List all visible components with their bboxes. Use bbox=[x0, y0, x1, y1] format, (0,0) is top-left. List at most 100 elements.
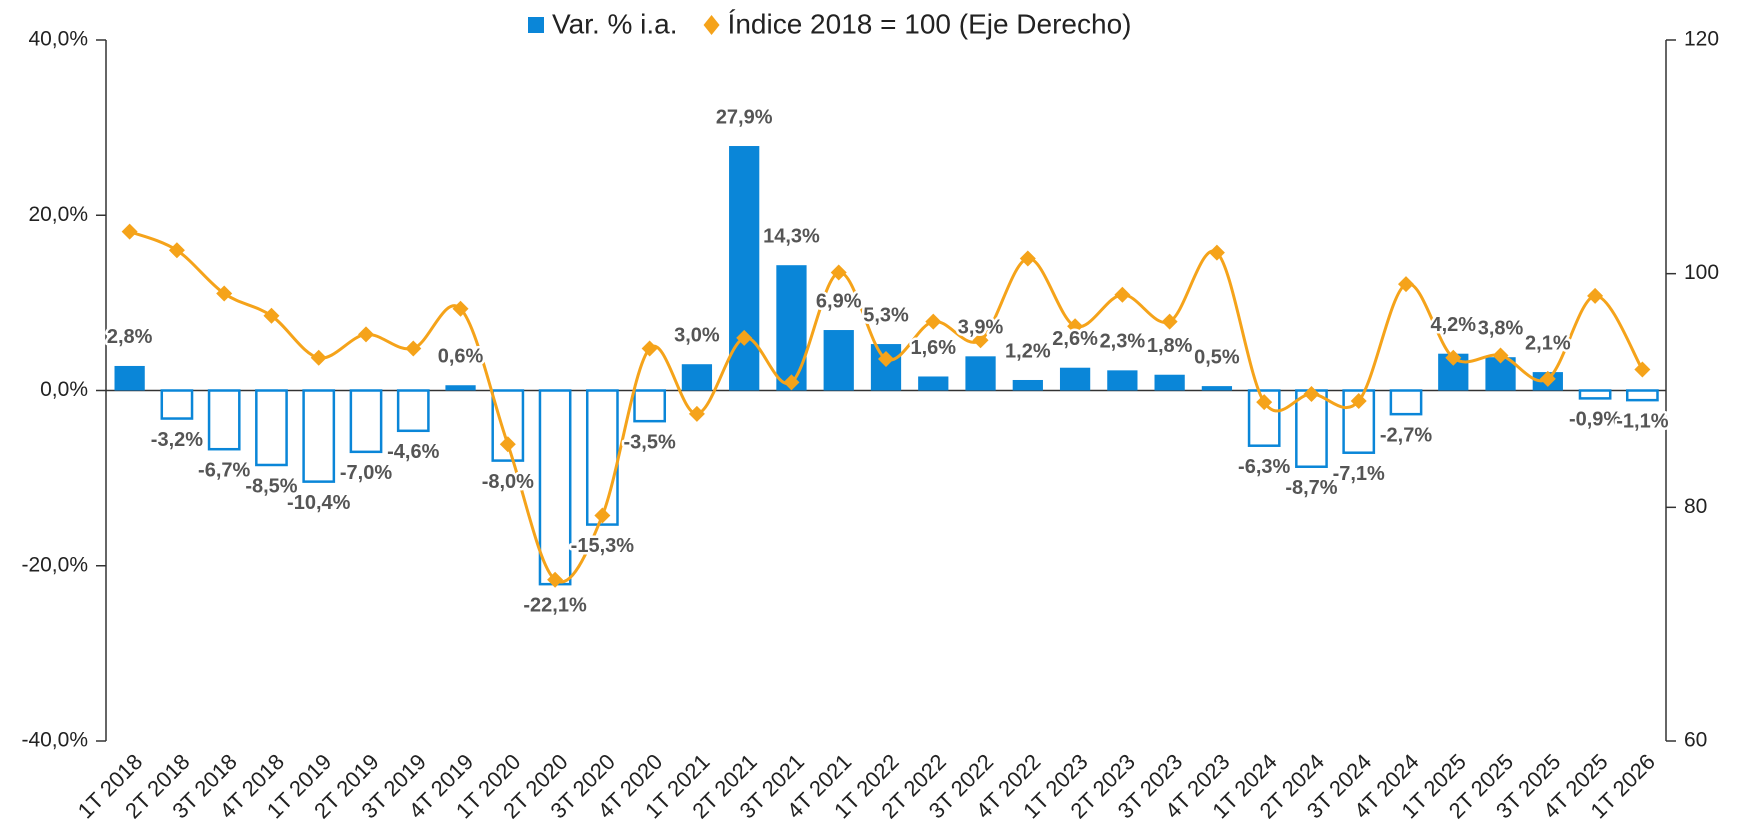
line-marker bbox=[405, 340, 422, 357]
y-tick-label: -20,0% bbox=[21, 553, 88, 576]
line-marker bbox=[1587, 287, 1604, 304]
bar bbox=[633, 389, 667, 423]
bar bbox=[823, 330, 854, 391]
line-marker bbox=[594, 507, 611, 524]
value-label: 3,8% bbox=[1478, 317, 1524, 339]
value-label: 1,8% bbox=[1147, 335, 1193, 357]
bar bbox=[1389, 389, 1423, 416]
bar bbox=[114, 365, 145, 391]
bar bbox=[1578, 389, 1612, 400]
value-label: 4,2% bbox=[1430, 314, 1476, 336]
bar bbox=[776, 265, 807, 391]
value-label: -10,4% bbox=[287, 492, 351, 514]
line-marker bbox=[310, 349, 327, 366]
bar bbox=[255, 389, 288, 467]
line-marker bbox=[830, 264, 847, 281]
value-label: -6,3% bbox=[1238, 456, 1290, 478]
value-label: 27,9% bbox=[716, 106, 773, 128]
bar bbox=[1295, 389, 1328, 468]
line-marker bbox=[358, 326, 374, 343]
value-label: -8,7% bbox=[1285, 477, 1337, 499]
line-marker bbox=[452, 300, 469, 317]
y-tick-label: 0,0% bbox=[40, 378, 88, 401]
value-label: 3,9% bbox=[958, 317, 1004, 339]
bar bbox=[207, 389, 241, 451]
value-label: -7,1% bbox=[1333, 463, 1385, 485]
value-label: -3,5% bbox=[624, 431, 676, 453]
value-label: -15,3% bbox=[571, 535, 635, 557]
y-tick-label: 40,0% bbox=[28, 28, 88, 51]
bar bbox=[918, 376, 949, 391]
line-marker bbox=[499, 436, 516, 453]
legend-label: Índice 2018 = 100 (Eje Derecho) bbox=[728, 8, 1132, 39]
line-marker bbox=[1208, 244, 1225, 261]
bar bbox=[1107, 370, 1138, 391]
bar bbox=[965, 356, 996, 391]
y-tick-label: 20,0% bbox=[28, 203, 88, 226]
bar bbox=[1201, 386, 1233, 391]
value-label: -7,0% bbox=[340, 462, 392, 484]
line-marker bbox=[1634, 361, 1651, 378]
line-marker bbox=[1303, 386, 1320, 403]
bar bbox=[160, 389, 194, 420]
bar bbox=[585, 389, 619, 526]
line-marker bbox=[1161, 313, 1178, 330]
value-label: -22,1% bbox=[523, 594, 587, 616]
value-label: 1,6% bbox=[910, 337, 956, 359]
y2-tick-label: 60 bbox=[1684, 729, 1707, 752]
line-marker bbox=[1350, 393, 1367, 410]
legend-swatch bbox=[528, 17, 544, 33]
line-marker bbox=[783, 374, 800, 391]
line-marker bbox=[1067, 318, 1084, 335]
legend-swatch bbox=[703, 15, 720, 35]
bar bbox=[396, 389, 430, 433]
value-label: -4,6% bbox=[387, 441, 439, 463]
line-marker bbox=[925, 313, 942, 330]
value-label: -3,2% bbox=[151, 429, 203, 451]
value-label: 14,3% bbox=[763, 225, 820, 247]
line-marker bbox=[1256, 394, 1273, 411]
line bbox=[129, 230, 1644, 584]
line-marker bbox=[1114, 286, 1131, 303]
value-label: -2,7% bbox=[1380, 424, 1432, 446]
line-marker bbox=[263, 307, 280, 324]
bar bbox=[349, 389, 383, 454]
line-marker bbox=[121, 223, 138, 240]
line-marker bbox=[1019, 250, 1036, 267]
bar bbox=[1154, 374, 1185, 391]
line-marker bbox=[1445, 349, 1462, 366]
value-label: 0,5% bbox=[1194, 346, 1240, 368]
line-marker bbox=[547, 571, 564, 588]
line-marker bbox=[688, 405, 705, 422]
value-label: 2,3% bbox=[1100, 331, 1146, 353]
bar bbox=[302, 389, 336, 483]
value-label: 3,0% bbox=[674, 324, 720, 346]
bar bbox=[681, 364, 713, 391]
value-label: -8,5% bbox=[245, 475, 297, 497]
line-marker bbox=[1492, 347, 1509, 364]
y-tick-label: -40,0% bbox=[21, 729, 88, 752]
value-label: -6,7% bbox=[198, 459, 250, 481]
line-marker bbox=[1539, 370, 1556, 387]
line-marker bbox=[641, 340, 658, 357]
line-marker bbox=[1398, 276, 1414, 293]
line-marker bbox=[736, 329, 753, 346]
line-marker bbox=[878, 350, 894, 367]
value-label: 2,1% bbox=[1525, 332, 1571, 354]
line-marker bbox=[168, 242, 185, 259]
value-label: -8,0% bbox=[482, 471, 534, 493]
value-label: 2,8% bbox=[107, 326, 153, 348]
bar bbox=[538, 389, 572, 586]
bar bbox=[1625, 389, 1659, 402]
legend-label: Var. % i.a. bbox=[552, 8, 678, 39]
value-label: 0,6% bbox=[438, 346, 484, 368]
value-label: 1,2% bbox=[1005, 340, 1051, 362]
value-label: 2,6% bbox=[1052, 328, 1098, 350]
y2-tick-label: 100 bbox=[1684, 261, 1719, 284]
bar bbox=[1059, 367, 1091, 391]
line-marker bbox=[216, 285, 233, 302]
value-label: -1,1% bbox=[1616, 410, 1668, 432]
line-marker bbox=[972, 332, 989, 349]
y2-tick-label: 120 bbox=[1684, 28, 1719, 51]
